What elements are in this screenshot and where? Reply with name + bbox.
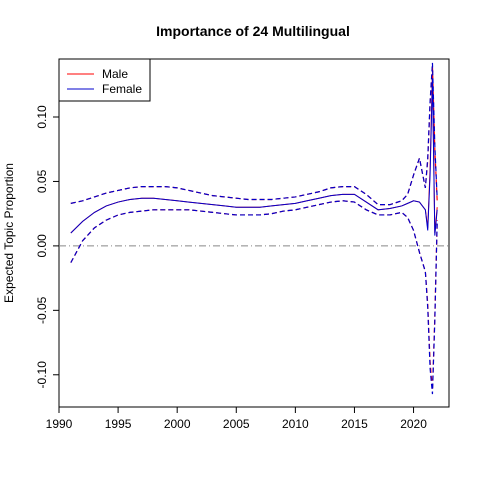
y-tick-label: 0.00 [35,234,49,258]
y-tick-label: -0.05 [35,296,49,324]
legend-label-male: Male [102,67,128,81]
x-tick-label: 2020 [400,417,427,431]
x-tick-label: 2005 [223,417,250,431]
x-tick-label: 1995 [105,417,132,431]
female-upper-ci-line [70,62,438,206]
female-mean-line [70,78,438,236]
chart-title: Importance of 24 Multilingual [156,23,350,39]
legend-label-female: Female [102,82,142,96]
x-tick-label: 2015 [341,417,368,431]
x-tick-label: 1990 [46,417,73,431]
y-tick-label: 0.10 [35,105,49,129]
x-tick-label: 2010 [282,417,309,431]
y-tick-label: 0.05 [35,169,49,193]
plot-area: 1990 1995 2000 2005 2010 2015 2020 -0.10 -0.05 0.… [35,58,450,431]
y-axis-label: Expected Topic Proportion [2,163,16,303]
female-lower-ci-line [70,200,438,395]
legend-box [58,58,151,102]
x-tick-label: 2000 [164,417,191,431]
y-tick-label: -0.10 [35,361,49,389]
